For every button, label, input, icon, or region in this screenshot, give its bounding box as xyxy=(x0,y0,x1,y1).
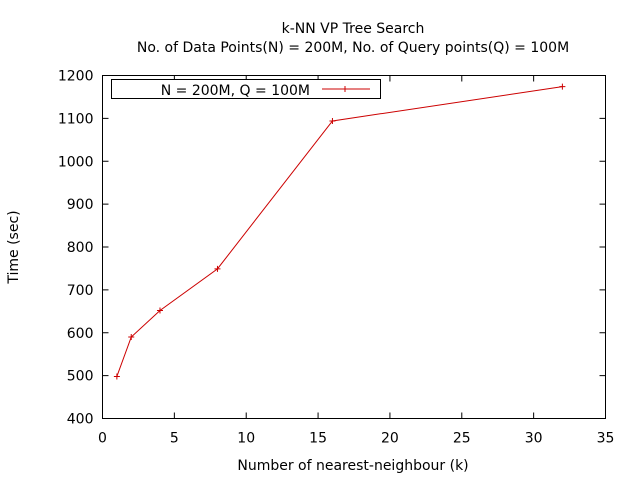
x-tick-label: 35 xyxy=(597,431,615,447)
x-axis-label: Number of nearest-neighbour (k) xyxy=(237,458,468,474)
y-tick-label: 800 xyxy=(67,240,94,256)
x-tick-label: 0 xyxy=(98,431,107,447)
y-axis-label: Time (sec) xyxy=(6,210,22,284)
plot-frame xyxy=(102,75,606,419)
chart-subtitle: No. of Data Points(N) = 200M, No. of Que… xyxy=(137,40,569,56)
data-point xyxy=(559,83,566,90)
x-tick-label: 25 xyxy=(453,431,471,447)
y-tick-label: 500 xyxy=(67,369,94,385)
data-point xyxy=(214,265,221,272)
y-tick-label: 1100 xyxy=(58,111,94,127)
data-point xyxy=(156,307,163,314)
x-tick-label: 5 xyxy=(170,431,179,447)
y-tick-label: 600 xyxy=(67,326,94,342)
x-axis: 0 5 10 15 20 25 30 35 xyxy=(98,75,615,447)
y-tick-label: 700 xyxy=(67,283,94,299)
x-tick-label: 15 xyxy=(309,431,327,447)
legend: N = 200M, Q = 100M xyxy=(111,79,381,99)
y-tick-label: 900 xyxy=(67,197,94,213)
data-point xyxy=(113,373,120,380)
x-tick-label: 20 xyxy=(381,431,399,447)
x-tick-label: 30 xyxy=(525,431,543,447)
y-tick-label: 1000 xyxy=(58,154,94,170)
data-point xyxy=(128,334,135,341)
x-tick-label: 10 xyxy=(237,431,255,447)
legend-marker xyxy=(342,86,348,92)
y-tick-label: 1200 xyxy=(58,69,94,85)
y-axis: 400 500 600 700 800 900 1000 1100 1200 xyxy=(58,69,606,428)
legend-label: N = 200M, Q = 100M xyxy=(161,83,310,99)
chart-title: k-NN VP Tree Search xyxy=(282,21,425,37)
legend-box xyxy=(111,79,381,99)
series-line xyxy=(116,86,563,377)
data-point xyxy=(329,117,336,124)
y-tick-label: 400 xyxy=(67,412,94,428)
series-layer xyxy=(113,83,566,380)
